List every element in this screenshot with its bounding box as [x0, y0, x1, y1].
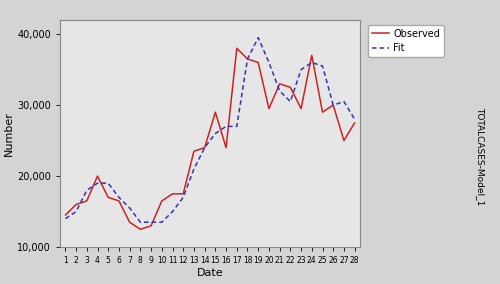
Fit	[330, 103, 336, 107]
Fit	[73, 210, 79, 213]
Fit	[266, 61, 272, 64]
Fit	[170, 210, 175, 213]
Fit	[126, 206, 132, 210]
Observed	[191, 149, 197, 153]
Line: Observed: Observed	[66, 48, 354, 229]
Observed	[309, 54, 315, 57]
Observed	[73, 203, 79, 206]
Observed	[276, 82, 282, 85]
Observed	[244, 57, 250, 61]
Observed	[341, 139, 347, 142]
Observed	[159, 199, 165, 203]
Observed	[138, 228, 143, 231]
Fit	[352, 118, 358, 121]
Fit	[94, 181, 100, 185]
Observed	[212, 110, 218, 114]
Observed	[320, 110, 326, 114]
X-axis label: Date: Date	[196, 268, 224, 278]
Fit	[288, 100, 294, 103]
Fit	[138, 220, 143, 224]
Fit	[84, 189, 90, 192]
Observed	[266, 107, 272, 110]
Observed	[126, 220, 132, 224]
Legend: Observed, Fit: Observed, Fit	[368, 25, 444, 57]
Observed	[288, 86, 294, 89]
Fit	[105, 181, 111, 185]
Fit	[320, 64, 326, 68]
Observed	[116, 199, 122, 203]
Line: Fit: Fit	[66, 37, 354, 222]
Observed	[255, 61, 261, 64]
Fit	[309, 61, 315, 64]
Fit	[234, 125, 240, 128]
Observed	[352, 121, 358, 124]
Fit	[62, 217, 68, 220]
Fit	[223, 125, 229, 128]
Fit	[298, 68, 304, 71]
Fit	[116, 196, 122, 199]
Y-axis label: Number: Number	[4, 111, 15, 156]
Observed	[330, 103, 336, 107]
Fit	[159, 220, 165, 224]
Fit	[202, 146, 207, 149]
Observed	[94, 174, 100, 178]
Observed	[298, 107, 304, 110]
Observed	[202, 146, 207, 149]
Observed	[234, 47, 240, 50]
Fit	[255, 36, 261, 39]
Fit	[191, 167, 197, 171]
Fit	[341, 100, 347, 103]
Fit	[148, 220, 154, 224]
Observed	[105, 196, 111, 199]
Text: TOTALCASES-Model_1: TOTALCASES-Model_1	[476, 107, 484, 205]
Fit	[180, 196, 186, 199]
Fit	[212, 132, 218, 135]
Observed	[84, 199, 90, 203]
Observed	[62, 214, 68, 217]
Fit	[276, 89, 282, 93]
Fit	[244, 57, 250, 61]
Observed	[170, 192, 175, 196]
Observed	[223, 146, 229, 149]
Observed	[148, 224, 154, 227]
Observed	[180, 192, 186, 196]
